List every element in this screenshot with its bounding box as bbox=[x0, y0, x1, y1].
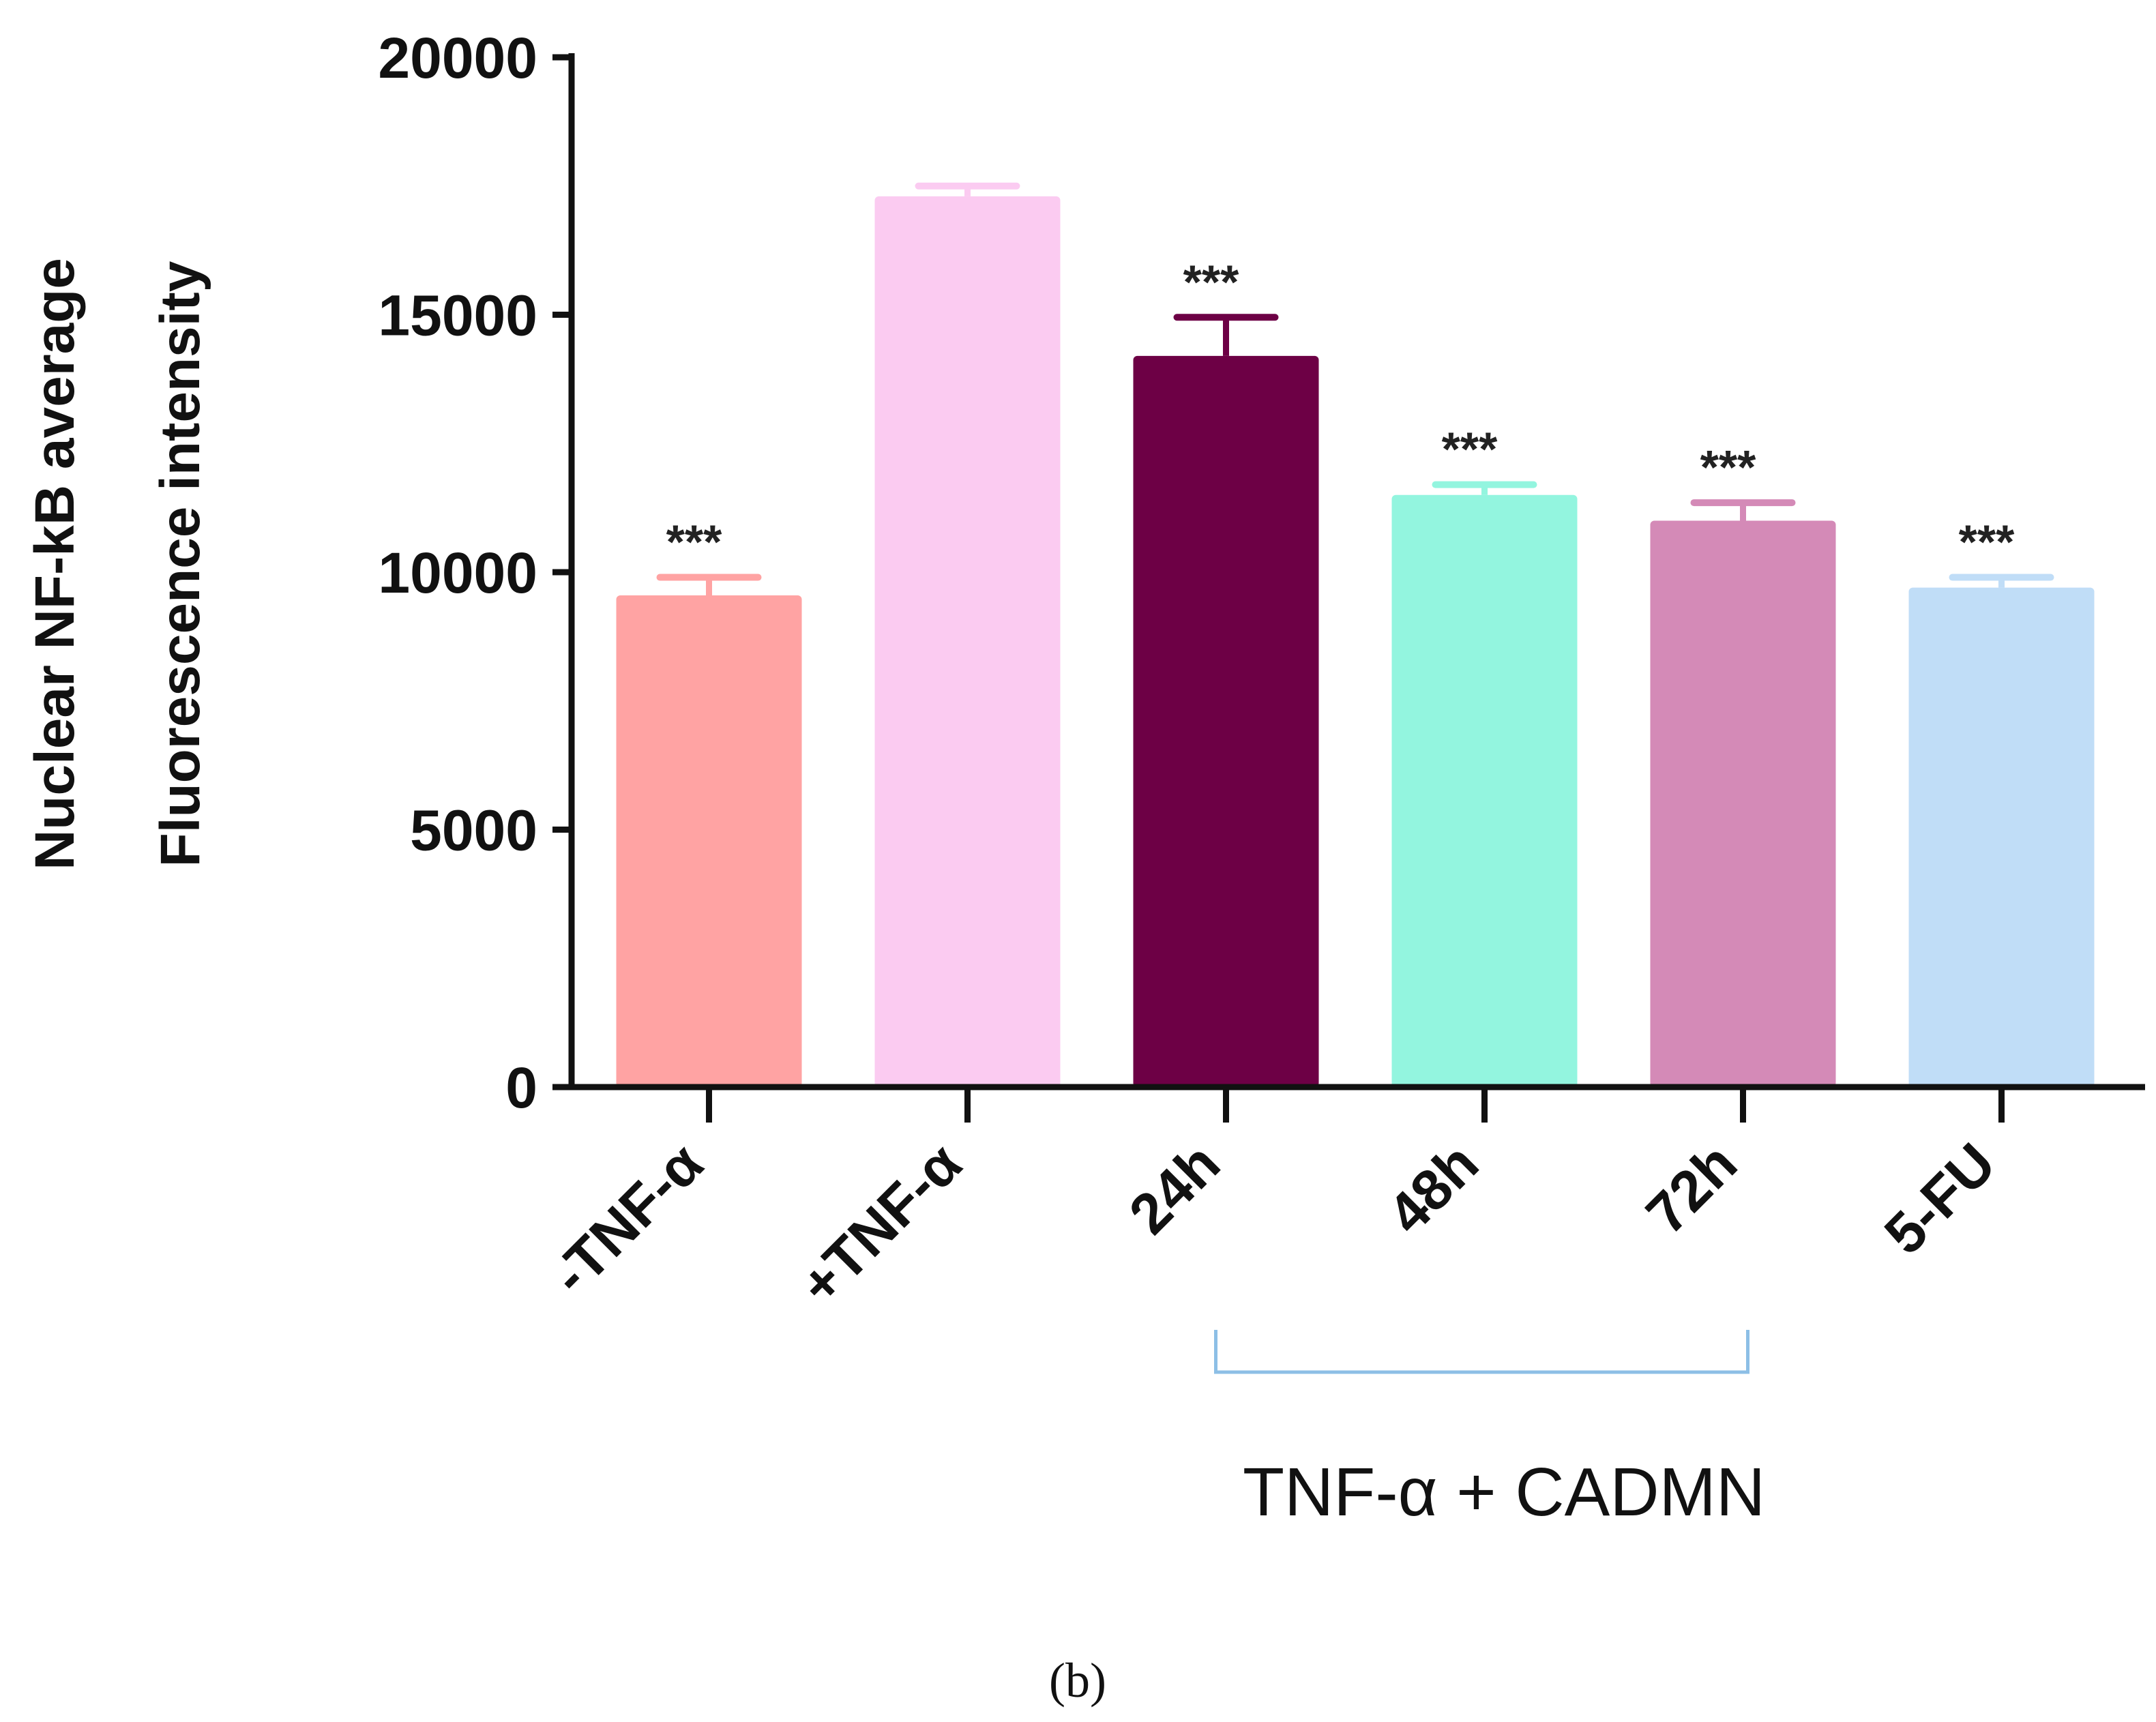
group-bracket-line bbox=[1214, 1330, 1749, 1374]
error-bars bbox=[656, 182, 2054, 595]
x-axis-ticks bbox=[706, 1087, 2005, 1123]
group-bracket-label: TNF-α + CADMN bbox=[1243, 1454, 1765, 1530]
panel-label: (b) bbox=[1049, 1653, 1106, 1708]
y-tick-label: 10000 bbox=[378, 541, 537, 605]
y-tick-label: 20000 bbox=[378, 26, 537, 90]
bar bbox=[1908, 587, 2095, 1087]
x-axis-labels: -TNF-α +TNF-α 24h 48h 72h 5-FU bbox=[539, 1131, 2007, 1317]
y-tick-label: 5000 bbox=[410, 799, 537, 863]
y-axis-label-line-2: Fluorescence intensity bbox=[149, 261, 211, 867]
bar bbox=[874, 196, 1061, 1088]
significance-labels: *** *** *** *** *** bbox=[666, 255, 2015, 568]
x-tick-label: 72h bbox=[1634, 1131, 1749, 1246]
bar bbox=[1133, 355, 1319, 1087]
bar bbox=[1650, 520, 1836, 1087]
y-tick-label: 0 bbox=[505, 1056, 537, 1120]
group-bracket: TNF-α + CADMN bbox=[1214, 1330, 1765, 1530]
y-axis-ticks: 0 5000 10000 15000 20000 bbox=[378, 26, 572, 1120]
significance-label: *** bbox=[1959, 516, 2015, 569]
bars bbox=[616, 196, 2095, 1088]
x-tick-label: 48h bbox=[1375, 1131, 1490, 1246]
significance-label: *** bbox=[666, 516, 722, 569]
significance-label: *** bbox=[1442, 423, 1498, 476]
axes bbox=[568, 53, 2145, 1090]
x-tick-label: +TNF-α bbox=[787, 1131, 973, 1317]
y-tick-label: 15000 bbox=[378, 284, 537, 348]
y-axis-label-line-1: Nuclear NF-kB average bbox=[24, 258, 86, 870]
y-axis-label: Nuclear NF-kB average Fluorescence inten… bbox=[24, 258, 211, 870]
bar bbox=[616, 595, 802, 1087]
bar bbox=[1391, 494, 1578, 1087]
x-tick-label: 24h bbox=[1117, 1131, 1232, 1246]
significance-label: *** bbox=[1183, 255, 1239, 308]
significance-label: *** bbox=[1700, 441, 1756, 494]
x-tick-label: -TNF-α bbox=[539, 1131, 715, 1307]
x-tick-label: 5-FU bbox=[1872, 1131, 2007, 1266]
